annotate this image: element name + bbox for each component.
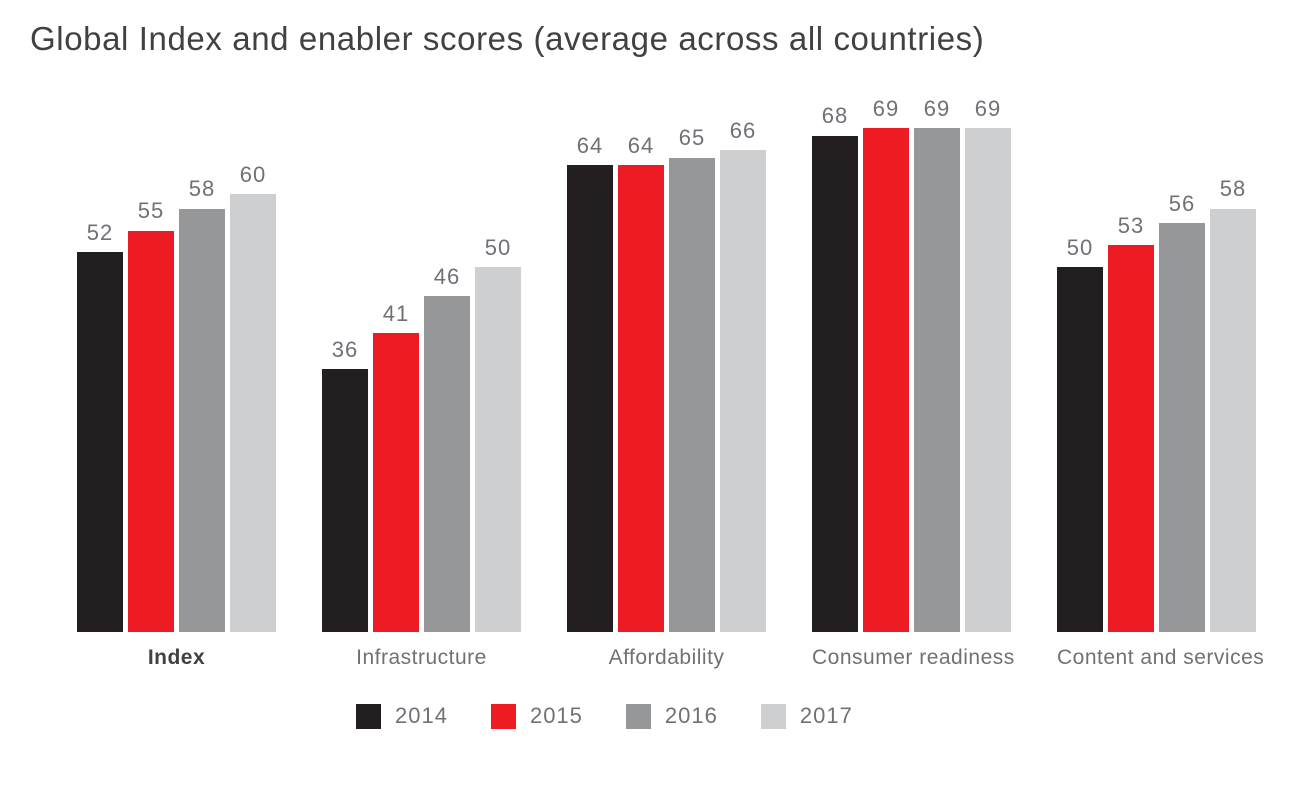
bar-2016-infrastructure — [424, 296, 470, 632]
bar-with-label: 41 — [373, 300, 419, 632]
legend-item-2016: 2016 — [625, 703, 718, 729]
bar-value-label: 58 — [1219, 176, 1247, 202]
bar-2015-index — [128, 230, 174, 632]
category-labels: Index Infrastructure Affordability Consumer… — [77, 646, 1265, 670]
bar-2015-consumer-readiness — [863, 128, 909, 632]
bar-2015-content-and-services — [1108, 245, 1154, 632]
bar-with-label: 69 — [863, 96, 909, 632]
bar-value-label: 41 — [382, 300, 410, 326]
bar-2015-affordability — [618, 164, 664, 632]
bar-2014-affordability — [567, 164, 613, 632]
bar-value-label: 36 — [331, 337, 359, 363]
bar-value-label: 69 — [923, 96, 951, 122]
chart-title: Global Index and enabler scores (average… — [30, 20, 985, 57]
bar-with-label: 52 — [77, 221, 123, 632]
bar-with-label: 64 — [567, 132, 613, 632]
bar-with-label: 66 — [720, 118, 766, 632]
legend-swatch-2015 — [490, 703, 516, 729]
bar-with-label: 60 — [230, 161, 276, 632]
bar-2017-infrastructure — [475, 267, 521, 632]
bar-value-label: 65 — [678, 125, 706, 151]
bar-with-label: 36 — [322, 337, 368, 632]
category-label-infrastructure: Infrastructure — [356, 646, 487, 669]
bar-value-label: 60 — [239, 161, 267, 187]
bar-value-label: 55 — [137, 198, 165, 224]
bar-2014-content-and-services — [1057, 267, 1103, 632]
bar-value-label: 56 — [1168, 191, 1196, 217]
bar-group-content-and-services: 50 53 56 58 — [1057, 177, 1256, 632]
bar-2017-consumer-readiness — [965, 128, 1011, 632]
bar-with-label: 69 — [965, 96, 1011, 632]
bar-value-label: 46 — [433, 264, 461, 290]
bar-2014-infrastructure — [322, 369, 368, 632]
legend-swatch-2014 — [356, 703, 381, 729]
legend-year-label: 2017 — [799, 703, 853, 728]
bar-value-label: 69 — [872, 96, 900, 122]
bar-groups: 52 55 58 60 36 41 46 50 64 64 65 66 68 69 69 69 50 53 56 58 — [77, 96, 1256, 632]
bar-value-label: 53 — [1117, 212, 1145, 238]
bar-with-label: 65 — [669, 126, 715, 632]
bar-with-label: 53 — [1108, 212, 1154, 632]
bar-value-label: 66 — [729, 118, 757, 144]
category-label-content-and-services: Content and services — [1057, 646, 1265, 669]
bar-value-label: 64 — [627, 132, 655, 158]
bar-with-label: 55 — [128, 199, 174, 632]
legend-year-label: 2016 — [664, 703, 718, 728]
bar-group-affordability: 64 64 65 66 — [567, 118, 766, 632]
legend-item-2014: 2014 — [356, 703, 448, 729]
bar-value-label: 58 — [188, 176, 216, 202]
bar-with-label: 58 — [1210, 177, 1256, 632]
category-label-consumer-readiness: Consumer readiness — [812, 646, 1015, 669]
bar-with-label: 58 — [179, 177, 225, 632]
bar-group-infrastructure: 36 41 46 50 — [322, 234, 521, 632]
category-label-affordability: Affordability — [608, 646, 725, 669]
bar-value-label: 64 — [576, 132, 604, 158]
bar-with-label: 68 — [812, 104, 858, 632]
bar-value-label: 52 — [86, 220, 114, 246]
legend-swatch-2016 — [625, 703, 651, 729]
bar-value-label: 69 — [974, 96, 1002, 122]
bar-2014-consumer-readiness — [812, 135, 858, 632]
bar-with-label: 46 — [424, 264, 470, 632]
bar-with-label: 69 — [914, 96, 960, 632]
category-label-index: Index — [147, 646, 206, 669]
bar-2017-index — [230, 194, 276, 632]
bar-2016-consumer-readiness — [914, 128, 960, 632]
bar-with-label: 50 — [475, 234, 521, 632]
bar-2014-index — [77, 252, 123, 632]
bar-with-label: 64 — [618, 132, 664, 632]
legend-year-label: 2014 — [395, 703, 448, 728]
legend-item-2017: 2017 — [760, 703, 853, 729]
bar-value-label: 50 — [1066, 234, 1094, 260]
bar-2015-infrastructure — [373, 332, 419, 632]
bar-2017-affordability — [720, 150, 766, 632]
legend-item-2015: 2015 — [490, 703, 583, 729]
legend: 2014 2015 2016 2017 — [356, 703, 853, 729]
bar-group-consumer-readiness: 68 69 69 69 — [812, 96, 1011, 632]
legend-year-label: 2015 — [529, 703, 583, 728]
bar-with-label: 56 — [1159, 191, 1205, 632]
bar-value-label: 68 — [821, 103, 849, 129]
bar-2016-content-and-services — [1159, 223, 1205, 632]
bar-value-label: 50 — [484, 234, 512, 260]
bar-group-index: 52 55 58 60 — [77, 161, 276, 632]
legend-swatch-2017 — [760, 703, 786, 729]
bar-2017-content-and-services — [1210, 208, 1256, 632]
bar-2016-affordability — [669, 157, 715, 632]
bar-2016-index — [179, 208, 225, 632]
bar-with-label: 50 — [1057, 234, 1103, 632]
